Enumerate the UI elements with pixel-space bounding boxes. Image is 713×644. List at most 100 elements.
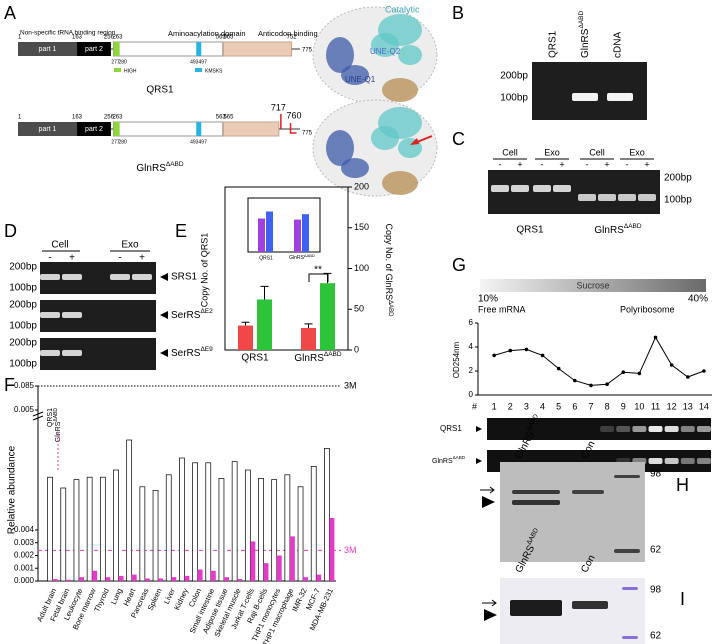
label: 100bp xyxy=(9,283,37,294)
label: 497 xyxy=(199,59,208,65)
gel-band xyxy=(62,312,82,318)
label: - xyxy=(118,253,121,264)
profile-point xyxy=(653,335,658,340)
gel-band xyxy=(648,426,663,432)
inset-bar xyxy=(294,219,301,252)
y-tick-label: 200 xyxy=(354,181,369,191)
bar xyxy=(297,486,304,582)
panel-label: D xyxy=(4,221,17,241)
gel-band xyxy=(664,458,679,464)
label-base: SerRS xyxy=(171,310,201,321)
label: 280 xyxy=(118,139,127,145)
gel-band xyxy=(510,600,562,616)
label: Catalytic xyxy=(385,4,420,14)
label: part 2 xyxy=(85,126,103,133)
label: + xyxy=(644,159,649,169)
label: QRS1 xyxy=(146,85,174,96)
inset-bar xyxy=(266,211,273,252)
gel xyxy=(532,62,647,120)
bar xyxy=(60,487,67,582)
label-base: Copy No. of GlnRS xyxy=(384,224,394,301)
bar xyxy=(276,555,282,581)
label-base: GlnRS xyxy=(289,255,304,261)
label: 717 xyxy=(271,102,286,112)
bar xyxy=(144,578,150,581)
kmsks-legend xyxy=(195,68,202,72)
label: part 1 xyxy=(39,46,57,53)
y-tick-label: 0.005 xyxy=(14,405,35,414)
bar xyxy=(184,575,190,581)
label: Non-specific tRNA binding region xyxy=(20,30,116,37)
profile-point xyxy=(669,363,674,367)
label: GlnRSΔABD xyxy=(594,223,641,236)
axis-label: Copy No. of GlnRSΔABD xyxy=(384,224,394,318)
profile-point xyxy=(589,383,593,388)
domain-part2 xyxy=(77,122,111,136)
pointer xyxy=(482,496,495,508)
panel-label: E xyxy=(175,221,187,241)
label: 100bp xyxy=(664,195,692,206)
gel-band xyxy=(572,490,604,494)
label: Anticodon binding domain xyxy=(258,29,344,38)
label: 563 xyxy=(216,35,227,41)
label-superscript: ΔE9 xyxy=(200,346,213,353)
label: 163 xyxy=(72,115,83,121)
label: UNE-Q2 xyxy=(370,47,401,56)
label: 62 xyxy=(650,631,662,642)
truncation-bracket xyxy=(289,123,297,134)
legend-label: GlnRSΔABD xyxy=(53,408,62,443)
anticodon-domain xyxy=(222,41,293,57)
bar xyxy=(197,569,203,581)
gel-band xyxy=(696,426,711,432)
gel-band xyxy=(648,458,663,464)
kmsks-motif xyxy=(196,42,202,56)
gel-band xyxy=(616,426,631,432)
catalytic-region xyxy=(371,126,399,150)
reference-label: 3M xyxy=(344,380,357,390)
label: 1 xyxy=(18,115,22,121)
label: - xyxy=(586,159,589,169)
bar xyxy=(218,478,225,582)
bar xyxy=(118,575,124,581)
label: part 1 xyxy=(39,126,57,133)
axis-label: OD254nm xyxy=(452,341,461,378)
label: 775 xyxy=(302,131,313,137)
label: Free mRNA xyxy=(478,304,526,314)
label: 493 xyxy=(190,59,199,65)
label: QRS1 xyxy=(516,225,544,236)
gel-band xyxy=(512,500,560,505)
gel-band xyxy=(511,185,529,192)
bar xyxy=(99,476,106,582)
label: 256 xyxy=(104,115,115,121)
error-bar xyxy=(304,323,313,328)
panel-label: A xyxy=(4,3,16,23)
label: 98 xyxy=(650,469,662,480)
bar xyxy=(78,577,84,581)
profile-point xyxy=(621,370,626,375)
inset-frame xyxy=(247,197,321,253)
gel-band xyxy=(491,185,509,192)
une-region xyxy=(326,130,354,166)
axis-break xyxy=(32,411,44,421)
bar xyxy=(303,577,309,581)
label: 40% xyxy=(688,294,708,305)
bar xyxy=(310,466,317,582)
x-tick-label: 11 xyxy=(651,401,660,411)
catalytic-region xyxy=(371,33,399,57)
label: 565 xyxy=(223,115,234,121)
gel-band xyxy=(512,490,560,494)
label: + xyxy=(559,159,564,169)
bar xyxy=(244,469,251,582)
gel-band xyxy=(598,194,616,201)
y-tick-label: 4 xyxy=(469,342,474,351)
bar xyxy=(258,478,264,582)
pointer xyxy=(484,609,497,621)
label: + xyxy=(517,159,522,169)
legend-label: QRS1 xyxy=(47,408,54,427)
label: 493 xyxy=(190,139,199,145)
x-tick-label: 13 xyxy=(683,401,693,411)
gel-band xyxy=(638,194,656,201)
label: + xyxy=(139,253,145,264)
pointer xyxy=(476,426,482,432)
profile-point xyxy=(524,347,529,352)
